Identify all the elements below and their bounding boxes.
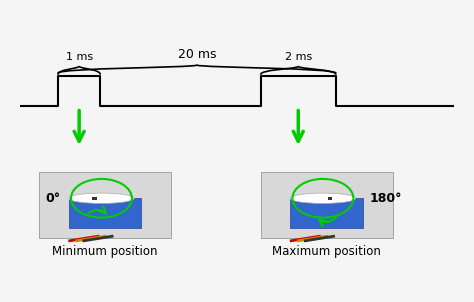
Text: 1 ms: 1 ms — [65, 52, 93, 62]
Bar — [69, 198, 141, 228]
Text: Minimum position: Minimum position — [52, 245, 158, 258]
Bar — [261, 172, 392, 238]
Bar — [290, 198, 363, 228]
Bar — [39, 172, 171, 238]
Text: Maximum position: Maximum position — [272, 245, 381, 258]
Ellipse shape — [69, 193, 134, 204]
Text: 20 ms: 20 ms — [178, 48, 216, 61]
Ellipse shape — [290, 193, 356, 204]
Text: 180°: 180° — [369, 192, 401, 205]
Bar — [328, 197, 332, 200]
Text: 2 ms: 2 ms — [284, 52, 312, 62]
Text: 0°: 0° — [46, 192, 61, 205]
Bar — [92, 197, 97, 200]
